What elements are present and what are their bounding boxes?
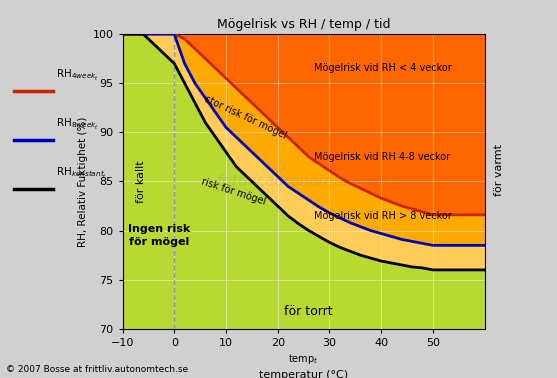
Text: för torrt: för torrt	[285, 305, 333, 318]
Text: temperatur (°C): temperatur (°C)	[259, 370, 348, 378]
Text: Mögelrisk vid RH 4-8 veckor: Mögelrisk vid RH 4-8 veckor	[314, 152, 450, 162]
Text: © 2007 Bosse at frittliv.autonomtech.se: © 2007 Bosse at frittliv.autonomtech.se	[6, 365, 188, 374]
Text: temp$_t$: temp$_t$	[289, 352, 319, 366]
Text: Mögelrisk vid RH > 8 veckor: Mögelrisk vid RH > 8 veckor	[314, 211, 452, 221]
Text: för varmt: för varmt	[494, 144, 504, 196]
Y-axis label: RH, Relativ Fuktighet (%): RH, Relativ Fuktighet (%)	[79, 116, 89, 246]
Text: RH$_{konstant_t}$: RH$_{konstant_t}$	[56, 166, 107, 181]
Text: RH$_{8week_t}$: RH$_{8week_t}$	[56, 117, 99, 132]
Text: frittliv.autonomtech.se: frittliv.autonomtech.se	[217, 174, 390, 189]
Text: för kallt: för kallt	[136, 160, 145, 203]
Text: Ingen risk
för mögel: Ingen risk för mögel	[128, 224, 190, 247]
Text: Mögelrisk vid RH < 4 veckor: Mögelrisk vid RH < 4 veckor	[314, 64, 452, 73]
Text: stor risk för mögel: stor risk för mögel	[203, 94, 288, 141]
Title: Mögelrisk vs RH / temp / tid: Mögelrisk vs RH / temp / tid	[217, 19, 390, 31]
Text: risk för mögel: risk för mögel	[200, 176, 267, 206]
Text: RH$_{4week_t}$: RH$_{4week_t}$	[56, 68, 99, 83]
